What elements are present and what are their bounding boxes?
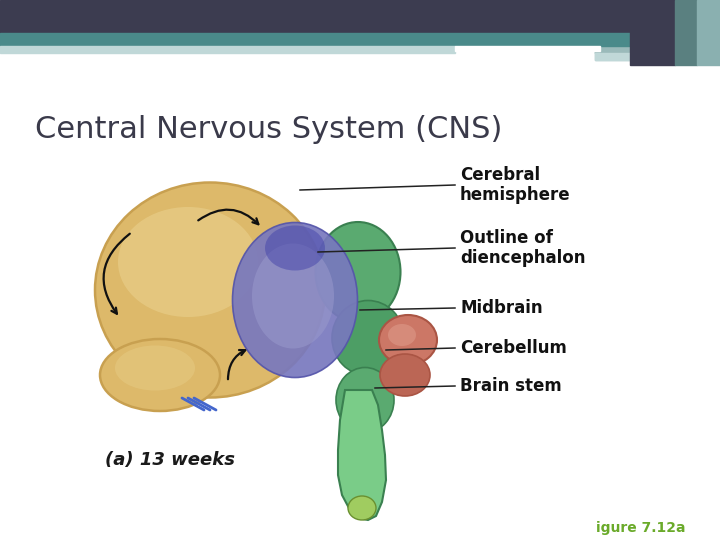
Ellipse shape <box>100 339 220 411</box>
Ellipse shape <box>332 300 404 375</box>
Text: Brain stem: Brain stem <box>460 377 562 395</box>
Ellipse shape <box>348 496 376 520</box>
Ellipse shape <box>265 226 325 271</box>
Bar <box>675 0 697 65</box>
Text: Outline of
diencephalon: Outline of diencephalon <box>460 228 585 267</box>
Ellipse shape <box>252 244 334 348</box>
Bar <box>0 33 720 46</box>
Ellipse shape <box>315 222 400 322</box>
Bar <box>0 0 720 33</box>
Bar <box>0 46 455 53</box>
Ellipse shape <box>388 324 416 346</box>
Text: Midbrain: Midbrain <box>460 299 543 317</box>
Ellipse shape <box>380 354 430 396</box>
Polygon shape <box>338 390 386 520</box>
Ellipse shape <box>233 222 358 377</box>
Text: Cerebral
hemisphere: Cerebral hemisphere <box>460 166 571 205</box>
Bar <box>455 46 600 51</box>
Text: (a) 13 weeks: (a) 13 weeks <box>105 451 235 469</box>
Ellipse shape <box>379 315 437 365</box>
Ellipse shape <box>95 183 325 397</box>
Bar <box>697 0 720 65</box>
Bar <box>595 53 720 60</box>
Ellipse shape <box>115 346 195 390</box>
Bar <box>595 33 720 53</box>
Text: igure 7.12a: igure 7.12a <box>596 521 686 535</box>
Text: Central Nervous System (CNS): Central Nervous System (CNS) <box>35 115 503 144</box>
Text: Cerebellum: Cerebellum <box>460 339 567 357</box>
Bar <box>595 46 720 60</box>
Ellipse shape <box>336 368 394 433</box>
Bar <box>630 0 675 65</box>
Ellipse shape <box>118 207 258 317</box>
